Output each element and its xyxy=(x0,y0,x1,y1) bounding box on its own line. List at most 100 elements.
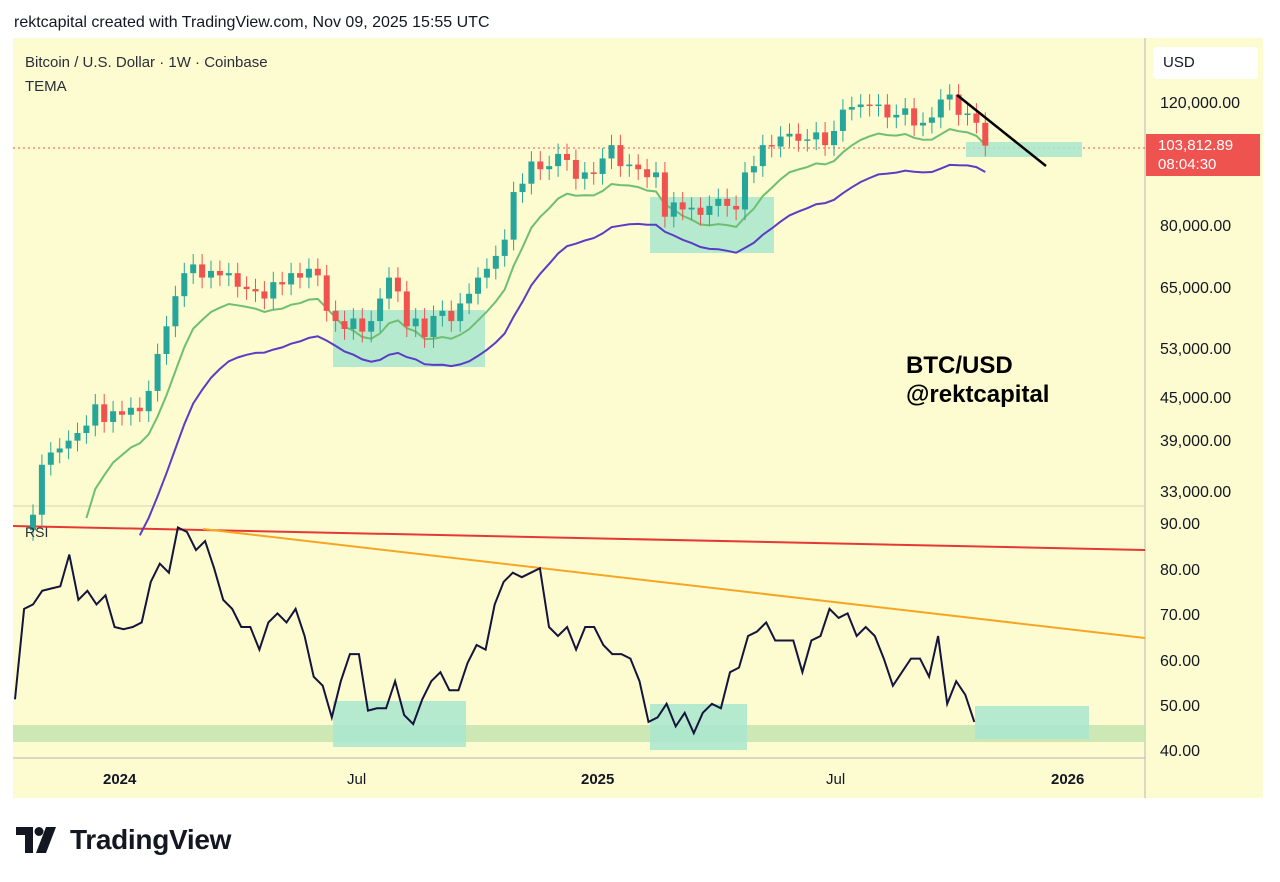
candle-body xyxy=(679,202,686,210)
symbol-title[interactable]: Bitcoin / U.S. Dollar · 1W · Coinbase xyxy=(25,54,268,71)
candle-body xyxy=(394,277,401,292)
rsi-label: RSI xyxy=(25,524,48,540)
candle-body xyxy=(688,207,695,210)
rsi-tick-70: 70.00 xyxy=(1160,607,1200,624)
candle-body xyxy=(110,411,117,422)
candle-body xyxy=(305,268,312,278)
watermark-line-2: @rektcapital xyxy=(906,381,1050,408)
candle-body xyxy=(83,425,90,434)
time-tick-2024: 2024 xyxy=(103,771,137,788)
candle-body xyxy=(706,205,713,215)
currency-selector[interactable]: USD xyxy=(1153,47,1258,79)
header-credit: rektcapital created with TradingView.com… xyxy=(14,14,490,31)
candle-body xyxy=(243,286,250,290)
candle-body xyxy=(893,114,900,118)
candle-body xyxy=(466,293,473,304)
tradingview-brand: TradingView xyxy=(70,824,232,855)
candle-body xyxy=(866,104,873,107)
candle-body xyxy=(430,315,437,338)
candle-body xyxy=(537,161,544,170)
time-tick-2025: 2025 xyxy=(581,771,614,788)
candle-body xyxy=(216,270,223,276)
candle-body xyxy=(742,172,748,210)
candle-body xyxy=(590,172,597,174)
rsi-support-band xyxy=(13,725,1145,742)
candle-body xyxy=(368,321,375,332)
candle-body xyxy=(154,353,161,391)
candle-body xyxy=(946,94,953,100)
candle-body xyxy=(653,172,659,178)
candle-body xyxy=(288,273,295,285)
candle-body xyxy=(314,268,321,276)
candle-body xyxy=(964,113,971,116)
rsi-tick-40: 40.00 xyxy=(1160,743,1200,760)
tradingview-logo-icon xyxy=(16,827,56,853)
candle-body xyxy=(626,164,633,167)
candle-body xyxy=(528,161,535,184)
candle-body xyxy=(199,264,206,278)
candle-body xyxy=(136,407,143,412)
candle-body xyxy=(279,282,286,285)
candle-body xyxy=(608,145,615,159)
candle-body xyxy=(759,145,766,167)
rsi-highlight-zone-2 xyxy=(650,704,747,750)
candle-body xyxy=(225,273,232,276)
candle-body xyxy=(697,207,704,215)
candle-body xyxy=(270,282,277,299)
price-tick-45000: 45,000.00 xyxy=(1160,390,1231,407)
chart-canvas[interactable]: 120,000.00 80,000.00 65,000.00 53,000.00… xyxy=(13,38,1263,798)
rsi-tick-80: 80.00 xyxy=(1160,562,1200,579)
candle-body xyxy=(733,205,740,210)
indicator-name[interactable]: TEMA xyxy=(25,78,67,95)
candle-body xyxy=(786,133,793,137)
candle-body xyxy=(145,390,152,412)
rsi-tick-60: 60.00 xyxy=(1160,653,1200,670)
tema-fast-line xyxy=(85,128,986,519)
watermark: BTC/USD @rektcapital xyxy=(906,351,1049,409)
candle-body xyxy=(955,94,962,115)
candle-body xyxy=(937,99,944,118)
candle-body xyxy=(884,104,891,118)
candle-body xyxy=(421,318,428,338)
candle-body xyxy=(599,158,606,174)
candle-body xyxy=(519,183,526,193)
candle-body xyxy=(30,514,36,531)
candle-body xyxy=(635,164,642,170)
candle-body xyxy=(92,404,99,426)
candle-body xyxy=(181,273,188,297)
last-price-value: 103,812.89 xyxy=(1158,137,1234,154)
tradingview-logo[interactable]: TradingView xyxy=(16,822,231,858)
candle-body xyxy=(617,145,624,167)
tema-slow-line xyxy=(138,163,986,536)
candle-body xyxy=(234,273,241,287)
candle-body xyxy=(457,303,464,322)
candle-body xyxy=(74,433,81,441)
candle-body xyxy=(56,448,63,453)
candle-body xyxy=(332,310,339,322)
candle-body xyxy=(724,198,731,206)
candle-body xyxy=(839,109,846,131)
price-trendline-black xyxy=(956,94,1047,167)
candle-body xyxy=(831,130,837,146)
candle-body xyxy=(768,145,775,147)
chart-frame[interactable]: 120,000.00 80,000.00 65,000.00 53,000.00… xyxy=(13,38,1263,798)
price-tick-53000: 53,000.00 xyxy=(1160,341,1231,358)
rsi-line xyxy=(14,526,976,736)
time-tick-jul-2024: Jul xyxy=(347,771,366,788)
candle-body xyxy=(920,122,926,126)
candle-body xyxy=(911,108,918,126)
candle-body xyxy=(973,113,980,123)
candle-body xyxy=(101,404,108,422)
candle-body xyxy=(670,202,677,217)
price-tick-120000: 120,000.00 xyxy=(1160,95,1240,112)
candle-body xyxy=(377,298,384,322)
candle-body xyxy=(172,296,179,327)
candle-body xyxy=(902,108,909,115)
candle-body xyxy=(510,192,517,240)
candle-body xyxy=(448,310,455,322)
candle-body xyxy=(47,452,54,465)
last-price-tag: 103,812.89 08:04:30 xyxy=(1146,134,1260,176)
price-tick-65000: 65,000.00 xyxy=(1160,280,1231,297)
candle-body xyxy=(208,270,214,278)
candle-body xyxy=(403,291,410,327)
